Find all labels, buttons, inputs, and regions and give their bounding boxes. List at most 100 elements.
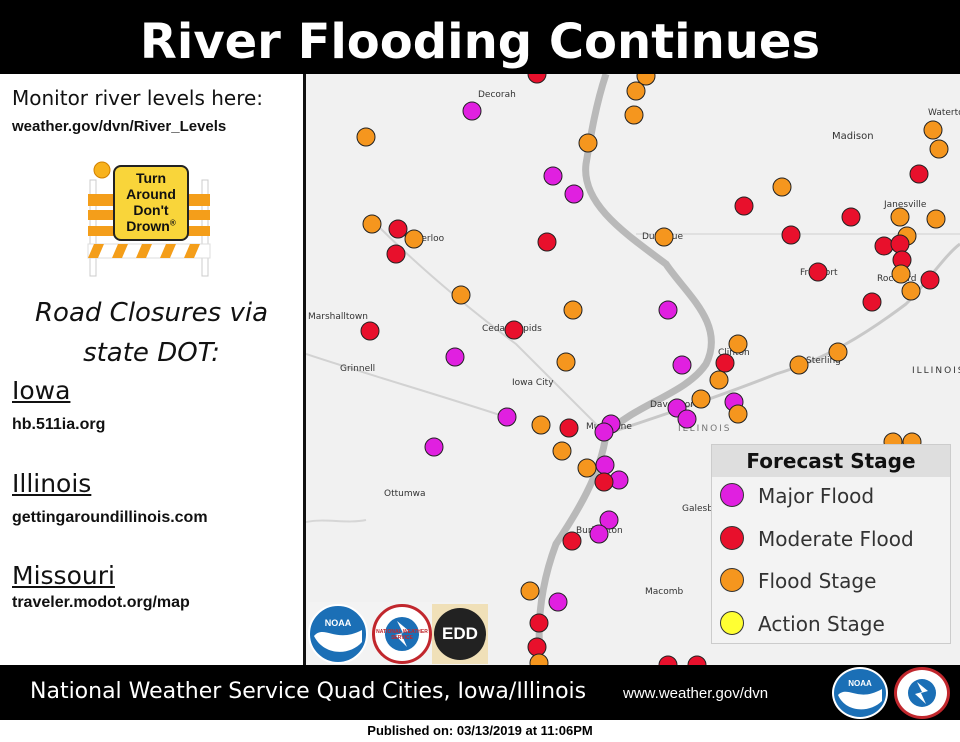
gauge-marker-flood[interactable] xyxy=(926,209,946,229)
page-title: River Flooding Continues xyxy=(0,0,960,74)
legend-swatch-action xyxy=(720,611,744,635)
gauge-marker-flood[interactable] xyxy=(890,207,910,227)
iowa-heading: Iowa xyxy=(12,376,71,405)
office-name: National Weather Service Quad Cities, Io… xyxy=(30,679,587,704)
gauge-marker-major[interactable] xyxy=(677,409,697,429)
gauge-marker-moderate[interactable] xyxy=(909,164,929,184)
road-closures-heading-2: state DOT: xyxy=(83,338,220,368)
gauge-marker-moderate[interactable] xyxy=(386,244,406,264)
river-levels-link[interactable]: weather.gov/dvn/River_Levels xyxy=(12,118,227,135)
gauge-marker-flood[interactable] xyxy=(404,229,424,249)
legend-swatch-moderate xyxy=(720,526,744,550)
city-label-decorah: Decorah xyxy=(478,90,516,100)
gauge-marker-flood[interactable] xyxy=(728,404,748,424)
state-label-illinois: ILLINOIS xyxy=(912,366,960,376)
gauge-marker-flood[interactable] xyxy=(891,264,911,284)
sign-line-4: Drown® xyxy=(114,218,188,234)
office-url[interactable]: www.weather.gov/dvn xyxy=(623,685,769,702)
info-sidebar: Monitor river levels here: weather.gov/d… xyxy=(0,74,303,665)
gauge-marker-major[interactable] xyxy=(672,355,692,375)
city-label-ottumwa: Ottumwa xyxy=(384,489,426,499)
legend-label-flood: Flood Stage xyxy=(758,569,877,593)
published-timestamp: Published on: 03/13/2019 at 11:06PM xyxy=(367,723,593,738)
gauge-marker-moderate[interactable] xyxy=(559,418,579,438)
sign-line-4-text: Drown xyxy=(126,218,170,234)
river-label-illinois: ILLINOIS xyxy=(678,424,732,434)
turn-around-dont-drown-sign: Turn Around Don't Drown® xyxy=(84,160,214,280)
gauge-marker-moderate[interactable] xyxy=(562,531,582,551)
flood-map[interactable]: Decorah Madison Waterto Janesville Dubuq… xyxy=(306,74,960,665)
panel-divider xyxy=(303,74,306,665)
gauge-marker-flood[interactable] xyxy=(552,441,572,461)
gauge-marker-flood[interactable] xyxy=(531,415,551,435)
gauge-marker-flood[interactable] xyxy=(362,214,382,234)
gauge-marker-major[interactable] xyxy=(497,407,517,427)
nws-logo: NATIONAL WEATHER SERVICE xyxy=(372,604,432,664)
iowa-dot-link[interactable]: hb.511ia.org xyxy=(12,416,106,433)
legend-swatch-flood xyxy=(720,568,744,592)
gauge-marker-moderate[interactable] xyxy=(527,74,547,84)
city-label-madison: Madison xyxy=(832,131,874,142)
sign-line-2: Around xyxy=(126,186,176,202)
gauge-marker-major[interactable] xyxy=(594,422,614,442)
gauge-marker-major[interactable] xyxy=(424,437,444,457)
gauge-marker-moderate[interactable] xyxy=(808,262,828,282)
gauge-marker-flood[interactable] xyxy=(709,370,729,390)
partner-logos: NOAA NATIONAL WEATHER SERVICE EDD xyxy=(308,602,488,664)
edd-logo: EDD xyxy=(434,608,486,660)
gauge-marker-flood[interactable] xyxy=(728,334,748,354)
gauge-marker-flood[interactable] xyxy=(923,120,943,140)
gauge-marker-flood[interactable] xyxy=(901,281,921,301)
gauge-marker-moderate[interactable] xyxy=(687,655,707,665)
gauge-marker-moderate[interactable] xyxy=(537,232,557,252)
gauge-marker-flood[interactable] xyxy=(556,352,576,372)
gauge-marker-moderate[interactable] xyxy=(781,225,801,245)
gauge-marker-moderate[interactable] xyxy=(658,655,678,665)
gauge-marker-flood[interactable] xyxy=(578,133,598,153)
sign-line-1: Turn xyxy=(135,170,167,186)
gauge-marker-major[interactable] xyxy=(445,347,465,367)
gauge-marker-major[interactable] xyxy=(658,300,678,320)
gauge-marker-flood[interactable] xyxy=(577,458,597,478)
gauge-marker-flood[interactable] xyxy=(654,227,674,247)
missouri-dot-link[interactable]: traveler.modot.org/map xyxy=(12,594,190,611)
gauge-marker-major[interactable] xyxy=(543,166,563,186)
gauge-marker-moderate[interactable] xyxy=(862,292,882,312)
gauge-marker-major[interactable] xyxy=(589,524,609,544)
gauge-marker-flood[interactable] xyxy=(563,300,583,320)
gauge-marker-moderate[interactable] xyxy=(594,472,614,492)
road-closures-heading-1: Road Closures via xyxy=(34,298,269,328)
gauge-marker-flood[interactable] xyxy=(626,81,646,101)
footer-bar: National Weather Service Quad Cities, Io… xyxy=(0,665,960,720)
city-label-iowa-city: Iowa City xyxy=(512,378,554,388)
gauge-marker-moderate[interactable] xyxy=(529,613,549,633)
gauge-marker-moderate[interactable] xyxy=(734,196,754,216)
gauge-marker-moderate[interactable] xyxy=(504,320,524,340)
gauge-marker-flood[interactable] xyxy=(451,285,471,305)
gauge-marker-flood[interactable] xyxy=(691,389,711,409)
gauge-marker-flood[interactable] xyxy=(624,105,644,125)
legend-swatch-major xyxy=(720,483,744,507)
edd-logo-bg: EDD xyxy=(432,604,488,664)
gauge-marker-flood[interactable] xyxy=(789,355,809,375)
gauge-marker-moderate[interactable] xyxy=(841,207,861,227)
gauge-marker-major[interactable] xyxy=(462,101,482,121)
gauge-marker-major[interactable] xyxy=(564,184,584,204)
city-label-macomb: Macomb xyxy=(645,587,684,597)
gauge-marker-moderate[interactable] xyxy=(920,270,940,290)
nws-logo-text: NATIONAL WEATHER SERVICE xyxy=(376,629,428,641)
legend-title: Forecast Stage xyxy=(712,445,950,477)
gauge-marker-moderate[interactable] xyxy=(388,219,408,239)
gauge-marker-flood[interactable] xyxy=(520,581,540,601)
illinois-heading: Illinois xyxy=(12,469,92,498)
gauge-marker-flood[interactable] xyxy=(529,653,549,665)
gauge-marker-moderate[interactable] xyxy=(360,321,380,341)
illinois-dot-link[interactable]: gettingaroundillinois.com xyxy=(12,509,208,526)
gauge-marker-flood[interactable] xyxy=(828,342,848,362)
gauge-marker-flood[interactable] xyxy=(929,139,949,159)
missouri-heading: Missouri xyxy=(12,561,115,590)
gauge-marker-major[interactable] xyxy=(599,510,619,530)
gauge-marker-flood[interactable] xyxy=(772,177,792,197)
gauge-marker-major[interactable] xyxy=(548,592,568,612)
gauge-marker-flood[interactable] xyxy=(356,127,376,147)
